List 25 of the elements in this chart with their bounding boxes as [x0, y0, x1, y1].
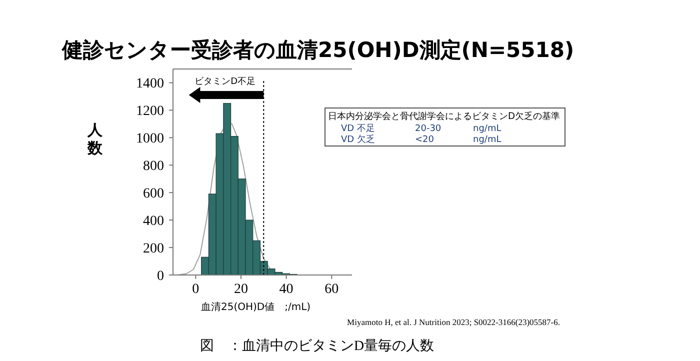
annotation: ビタミンD不足	[194, 76, 256, 87]
y-tick-label: 600	[143, 186, 164, 202]
annotation: VD 欠乏	[341, 134, 375, 145]
y-tick-label: 1200	[136, 104, 164, 120]
x-tick-label: 20	[234, 282, 248, 297]
y-tick-label: 400	[143, 214, 164, 229]
annotation: 日本内分泌学会と骨代謝学会によるビタミンD欠乏の基準	[328, 111, 560, 122]
x-tick-label: 60	[324, 282, 339, 297]
x-axis-title: 血清25(OH)D値 ;/mL)	[201, 301, 311, 313]
annotation: VD 不足	[341, 123, 375, 134]
y-axis-title: 人数	[86, 121, 104, 157]
y-tick-label: 0	[157, 268, 164, 284]
text: ng/mL	[473, 124, 502, 134]
x-tick-label: 40	[279, 282, 294, 297]
y-tick-label: 1000	[136, 132, 164, 147]
x-tick-label: 0	[192, 282, 200, 297]
text: 20-30	[415, 124, 442, 134]
y-tick-label: 1400	[136, 76, 164, 92]
text: <20	[415, 135, 434, 145]
y-tick-label: 800	[143, 159, 164, 174]
chart-title: 健診センター受診者の血清25(OH)D測定(N=5518)	[61, 38, 574, 62]
text: Miyamoto H, et al. J Nutrition 2023; S0022-3166(23)05587-6.	[347, 317, 560, 327]
text: ng/mL	[473, 135, 502, 145]
y-tick-label: 200	[143, 241, 164, 256]
text: 図 ：血清中のビタミンD量毎の人数	[200, 338, 434, 354]
